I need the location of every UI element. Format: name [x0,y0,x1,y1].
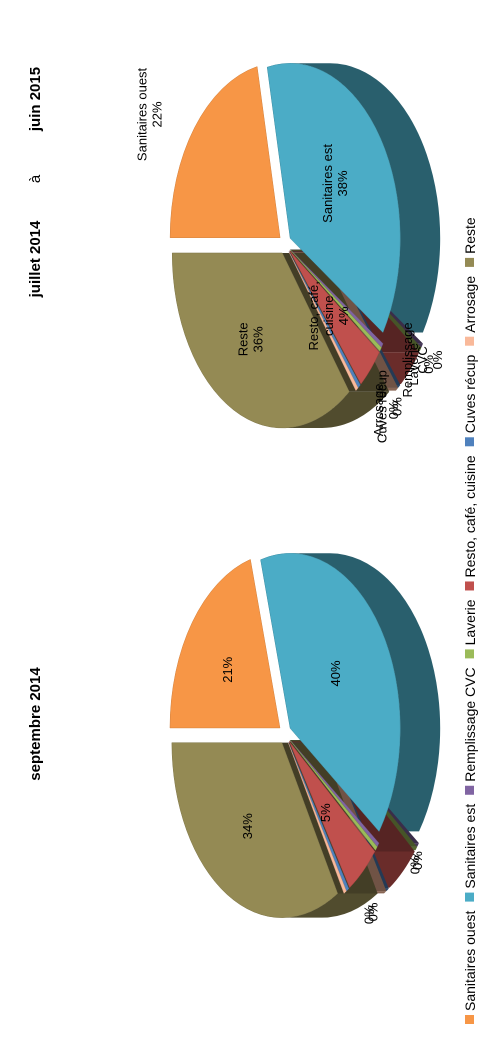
legend-item-cuves-recup: Cuves récup [462,354,478,447]
legend-item-sanitaires-est: Sanitaires est [462,804,478,902]
right-chart-title-start: juillet 2014 [27,220,44,298]
slice-side-sanitaires-est [290,63,441,333]
slice-resto-cafe-cuisine [289,250,380,385]
slice-sanitaires-ouest [169,66,281,238]
pie-tops [169,553,401,918]
data-label-sanitaires-ouest: Sanitaires ouest22% [135,67,165,161]
right-chart-title-end: juin 2015 [27,67,44,132]
legend-item-remplissage-cvc: Remplissage CVC [462,667,478,795]
legend-label: Remplissage CVC [462,667,478,781]
legend-item-laverie: Laverie [462,599,478,659]
pie-septembre-2014: 21% 40%0%0%5%0%0%34% [169,553,441,924]
data-label-sanitaires-ouest: 21% [220,656,235,682]
data-label-sanitaires-est: Sanitaires est38% [320,144,350,223]
data-label-sanitaires-est: 40% [328,660,343,686]
slice-laverie [289,740,378,851]
legend-label: Cuves récup [462,354,478,433]
data-label-reste: Reste36% [235,322,265,356]
pie-labels: 21% 40%0%0%5%0%0%34% [220,656,425,924]
slice-arrosage [288,742,347,894]
right-chart-title-sep: à [27,174,44,183]
slice-side-reste [282,391,390,428]
data-label-laverie: 0% [408,855,423,874]
data-label-arrosage: Arrosage0% [371,384,401,437]
legend-swatch [465,892,474,902]
slice-reste [171,252,350,429]
data-label-resto-cafe-cuisine: Resto, café,cuisine4% [306,281,351,350]
slice-arrosage [288,251,359,392]
slice-sanitaires-est [260,553,401,832]
legend-swatch [465,1015,474,1024]
legend-swatch [465,336,474,346]
slice-sanitaires-ouest [169,559,281,729]
data-label-arrosage: 0% [362,905,377,924]
legend-label: Arrosage [462,276,478,333]
data-label-cuves-recup: 0% [365,902,380,921]
slice-side-sanitaires-est [290,553,441,832]
legend-swatch [465,785,474,795]
legend-swatch [465,257,474,267]
legend-swatch [465,437,474,447]
legend-label: Sanitaires ouest [462,910,478,1011]
slice-laverie [289,249,382,352]
legend-label: Laverie [462,599,478,645]
slice-resto-cafe-cuisine [288,741,376,889]
legend-label: Resto, café, cuisine [462,455,478,577]
legend-item-arrosage: Arrosage [462,276,478,346]
slice-sanitaires-est [266,63,401,333]
pie-juillet-2014-juin-2015: Sanitaires ouest22% Sanitaires est38% Remp… [135,63,446,443]
pie-tops [169,63,401,429]
legend-label: Sanitaires est [462,804,478,889]
legend-item-reste: Reste [462,217,478,267]
data-label-resto-cafe-cuisine: 5% [318,803,333,822]
legend-label: Reste [462,217,478,254]
pie-labels: Sanitaires ouest22% Sanitaires est38% Remp… [135,67,446,443]
legend-item-sanitaires-ouest: Sanitaires ouest [462,910,478,1024]
legend-swatch [465,581,474,591]
data-label-cuves-recup: Cuves récup0% [374,370,404,443]
data-label-laverie: Laverie0% [406,343,436,386]
left-chart-title: septembre 2014 [27,667,44,781]
data-label-remplissage-cvc: RemplissageCVC0% [400,322,445,397]
legend-swatch [465,649,474,659]
data-label-remplissage-cvc: 0% [410,851,425,870]
data-label-reste: 34% [240,813,255,839]
chart-legend: Sanitaires ouest Sanitaires est Remplissag… [462,217,478,1024]
legend-item-resto-cafe-cuisine: Resto, café, cuisine [462,455,478,591]
slice-side-reste [281,893,378,918]
slice-reste [171,742,338,918]
